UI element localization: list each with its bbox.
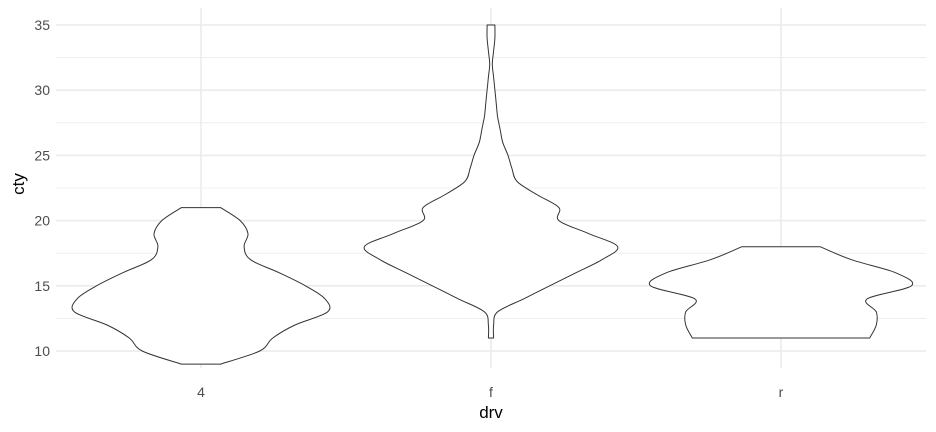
violin-r (648, 246, 914, 339)
y-tick-label: 30 (34, 82, 50, 98)
y-axis-tick-labels: 10 15 20 25 30 35 (34, 17, 50, 359)
y-tick-label: 20 (34, 213, 50, 229)
y-axis-title: cty (9, 173, 28, 195)
y-tick-label: 10 (34, 343, 50, 359)
x-axis-title: drv (479, 403, 503, 422)
y-tick-label: 25 (34, 147, 50, 163)
x-tick-label: 4 (197, 384, 205, 400)
violin-4 (71, 207, 331, 365)
x-tick-label: f (489, 384, 493, 400)
violin-f (363, 24, 619, 339)
y-tick-label: 35 (34, 17, 50, 33)
x-tick-label: r (779, 384, 784, 400)
violins (71, 24, 914, 365)
y-tick-label: 15 (34, 278, 50, 294)
x-axis-tick-labels: 4 f r (197, 384, 784, 400)
